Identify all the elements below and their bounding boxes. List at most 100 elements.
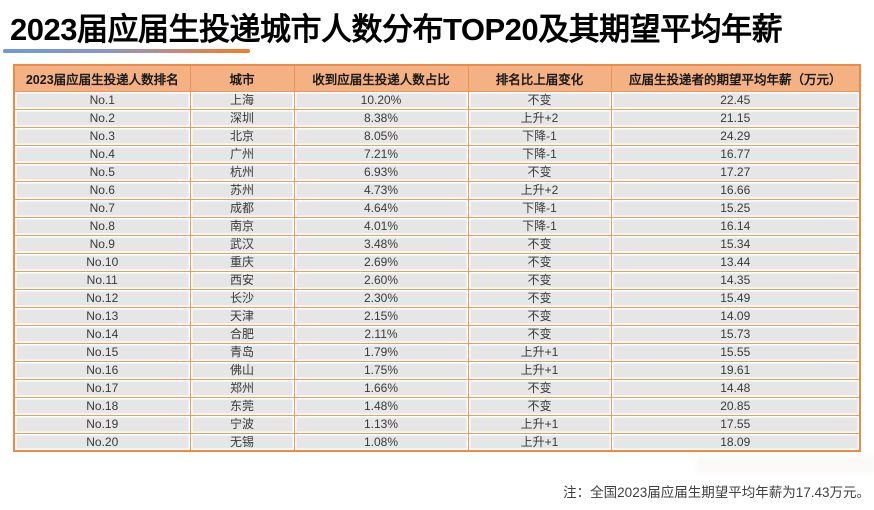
table-cell: 不变 [467,324,612,344]
table-cell: 宁波 [189,414,295,434]
table-cell: 不变 [467,306,612,326]
table-cell: 不变 [467,396,612,416]
table-cell: 上海 [189,90,295,110]
table-cell: 西安 [189,270,295,290]
table-cell: 24.29 [610,126,861,146]
table-cell: No.12 [13,288,191,308]
table-header-row: 2023届应届生投递人数排名 城市 收到应届生投递人数占比 排名比上届变化 应届生投递者… [13,64,861,92]
table-cell: 17.55 [610,414,861,434]
table-cell: 合肥 [189,324,295,344]
table-cell: 1.48% [293,396,469,416]
table-cell: No.15 [13,342,191,362]
table-cell: 武汉 [189,234,295,254]
table-row: No.6 苏州 4.73% 上升+2 16.66 [13,180,861,200]
table-cell: 22.45 [610,90,861,110]
table-cell: 下降-1 [467,198,612,218]
table-cell: 2.60% [293,270,469,290]
watermark-smudge [697,457,873,472]
table-cell: No.19 [13,414,191,434]
table-cell: 不变 [467,252,612,272]
table-cell: 下降-1 [467,126,612,146]
table-cell: No.5 [13,162,191,182]
table-cell: 15.73 [610,324,861,344]
table-cell: 佛山 [189,360,295,380]
table-cell: 2.69% [293,252,469,272]
table-cell: 郑州 [189,378,295,398]
table-cell: No.20 [13,432,191,452]
table-cell: 上升+1 [467,432,612,452]
table-cell: 不变 [467,90,612,110]
table-row: No.18 东莞 1.48% 不变 20.85 [13,396,861,416]
table-cell: No.1 [13,90,191,110]
table-cell: 1.75% [293,360,469,380]
table-head: 2023届应届生投递人数排名 城市 收到应届生投递人数占比 排名比上届变化 应届生投递者… [13,64,861,92]
table-cell: No.6 [13,180,191,200]
table-cell: No.13 [13,306,191,326]
table-cell: 7.21% [293,144,469,164]
table-cell: 南京 [189,216,295,236]
table-cell: 长沙 [189,288,295,308]
table-cell: 成都 [189,198,295,218]
table-cell: 15.49 [610,288,861,308]
table-cell: 天津 [189,306,295,326]
table-cell: 4.73% [293,180,469,200]
table-cell: 15.55 [610,342,861,362]
table-cell: 15.25 [610,198,861,218]
table-cell: 8.38% [293,108,469,128]
column-header: 收到应届生投递人数占比 [293,64,469,92]
table-cell: 20.85 [610,396,861,416]
table-cell: 重庆 [189,252,295,272]
table-cell: 4.64% [293,198,469,218]
table-cell: 8.05% [293,126,469,146]
table-cell: 21.15 [610,108,861,128]
table-cell: 广州 [189,144,295,164]
table-cell: No.9 [13,234,191,254]
table-body: No.1 上海 10.20% 不变 22.45 No.2 深圳 8.38% 上升+2 21.15 N… [13,90,861,452]
table-cell: No.18 [13,396,191,416]
table-cell: 19.61 [610,360,861,380]
table-cell: 上升+2 [467,108,612,128]
table-row: No.7 成都 4.64% 下降-1 15.25 [13,198,861,218]
table-cell: No.11 [13,270,191,290]
table-cell: 18.09 [610,432,861,452]
table-cell: No.16 [13,360,191,380]
table-cell: No.8 [13,216,191,236]
table-row: No.19 宁波 1.13% 上升+1 17.55 [13,414,861,434]
table-row: No.10 重庆 2.69% 不变 13.44 [13,252,861,272]
table-row: No.20 无锡 1.08% 上升+1 18.09 [13,432,861,452]
table-cell: 10.20% [293,90,469,110]
table-row: No.13 天津 2.15% 不变 14.09 [13,306,861,326]
table-row: No.9 武汉 3.48% 不变 15.34 [13,234,861,254]
table-cell: 15.34 [610,234,861,254]
table-cell: 上升+2 [467,180,612,200]
footnote: 注：全国2023届应届生期望平均年薪为17.43万元。 [563,485,870,500]
table-cell: 深圳 [189,108,295,128]
table-cell: No.17 [13,378,191,398]
table-cell: 6.93% [293,162,469,182]
table-cell: 16.77 [610,144,861,164]
table-row: No.1 上海 10.20% 不变 22.45 [13,90,861,110]
table-cell: 1.79% [293,342,469,362]
column-header: 2023届应届生投递人数排名 [13,64,191,92]
table-cell: 1.66% [293,378,469,398]
table-cell: 1.08% [293,432,469,452]
table-cell: 1.13% [293,414,469,434]
table-row: No.17 郑州 1.66% 不变 14.48 [13,378,861,398]
table-row: No.11 西安 2.60% 不变 14.35 [13,270,861,290]
table-cell: 16.66 [610,180,861,200]
table-cell: 不变 [467,288,612,308]
table-cell: 2.30% [293,288,469,308]
table-cell: 上升+1 [467,360,612,380]
table-cell: 不变 [467,270,612,290]
table-row: No.5 杭州 6.93% 不变 17.27 [13,162,861,182]
table-row: No.16 佛山 1.75% 上升+1 19.61 [13,360,861,380]
column-header: 城市 [189,64,295,92]
table-cell: No.10 [13,252,191,272]
table-cell: 上升+1 [467,342,612,362]
table-cell: No.7 [13,198,191,218]
table-cell: 17.27 [610,162,861,182]
table-cell: No.4 [13,144,191,164]
table-cell: 2.11% [293,324,469,344]
table-row: No.8 南京 4.01% 下降-1 16.14 [13,216,861,236]
